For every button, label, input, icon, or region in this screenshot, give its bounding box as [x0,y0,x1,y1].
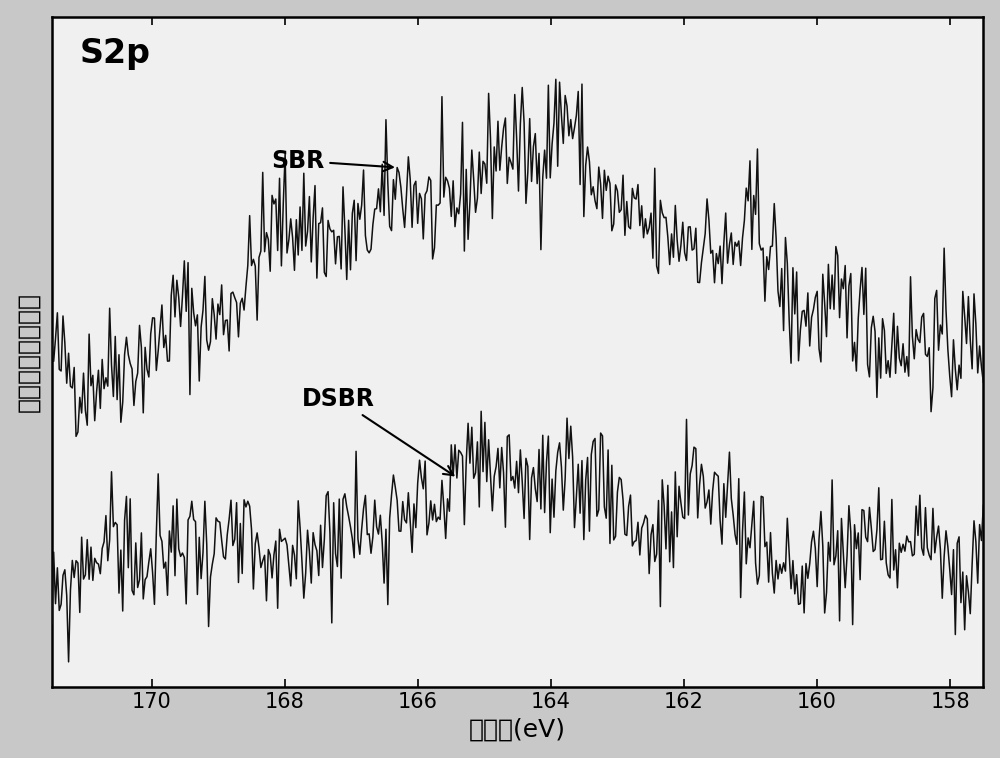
X-axis label: 结合能(eV): 结合能(eV) [469,717,566,741]
Text: DSBR: DSBR [301,387,453,475]
Y-axis label: 强度（任意单位）: 强度（任意单位） [17,292,41,412]
Text: S2p: S2p [80,37,151,70]
Text: SBR: SBR [271,149,393,173]
